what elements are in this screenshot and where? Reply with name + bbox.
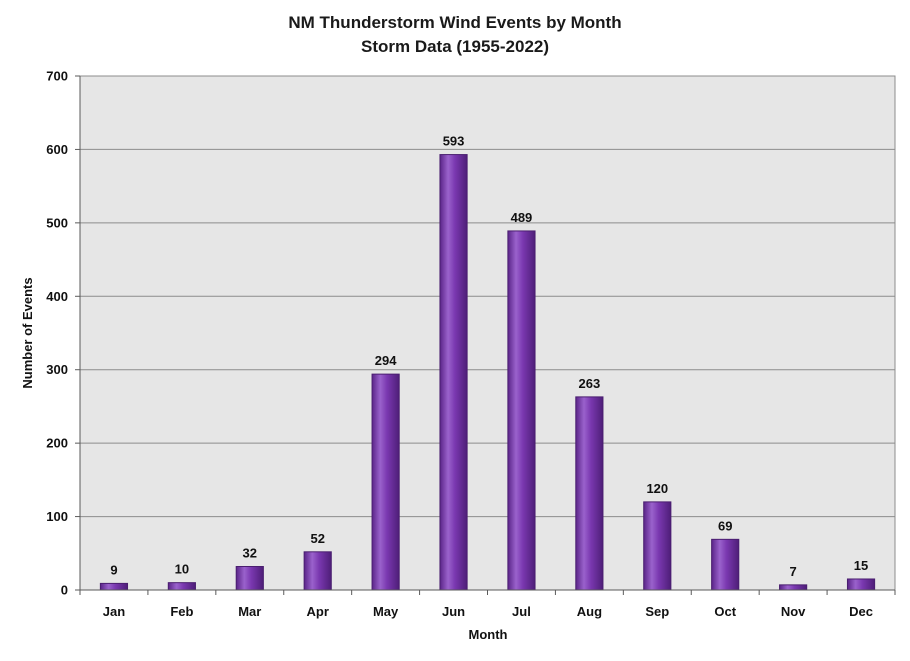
- plot-area: [79, 75, 896, 591]
- data-label: 120: [646, 481, 668, 496]
- x-tick-label: Oct: [714, 604, 736, 619]
- x-tick-label: May: [373, 604, 399, 619]
- bar-sep: [643, 501, 672, 591]
- x-axis-ticks: Jan Feb Mar Apr May Jun Jul Aug Sep Oct Nov Dec: [79, 590, 896, 619]
- data-label: 7: [790, 564, 797, 579]
- y-tick-label: 600: [46, 142, 68, 157]
- bar-may: [371, 373, 400, 591]
- data-label: 489: [511, 210, 533, 225]
- chart-subtitle: Storm Data (1955-2022): [361, 37, 549, 56]
- x-tick-label: Jan: [103, 604, 125, 619]
- y-tick-label: 200: [46, 436, 68, 451]
- x-tick-label: Mar: [238, 604, 261, 619]
- bar-apr: [303, 551, 332, 591]
- bar-dec: [846, 578, 876, 591]
- data-label: 9: [110, 562, 117, 577]
- y-axis-ticks: 0 100 200 300 400 500 600 700: [46, 69, 80, 598]
- y-tick-label: 0: [61, 583, 68, 598]
- bar-nov: [779, 584, 808, 591]
- y-tick-label: 100: [46, 509, 68, 524]
- bar-aug: [575, 396, 604, 591]
- bar-jul: [507, 230, 536, 591]
- y-tick-label: 500: [46, 215, 68, 230]
- data-labels: 9 10 32 52 294 593 489 263 120 69 7 15: [110, 134, 868, 579]
- y-tick-label: 300: [46, 362, 68, 377]
- bar-feb: [167, 582, 196, 591]
- data-label: 32: [243, 546, 257, 561]
- bar-jun: [439, 154, 468, 591]
- data-label: 294: [375, 353, 397, 368]
- bar-mar: [235, 566, 264, 591]
- x-tick-label: Dec: [849, 604, 873, 619]
- bars: [99, 154, 876, 591]
- x-tick-label: Feb: [170, 604, 193, 619]
- bar-oct: [711, 538, 740, 591]
- x-axis-label: Month: [469, 627, 508, 642]
- data-label: 15: [854, 558, 868, 573]
- data-label: 263: [579, 376, 601, 391]
- x-tick-label: Jun: [442, 604, 465, 619]
- y-tick-label: 700: [46, 69, 68, 84]
- x-tick-label: Nov: [781, 604, 806, 619]
- data-label: 69: [718, 518, 732, 533]
- data-label: 10: [175, 562, 189, 577]
- chart-title: NM Thunderstorm Wind Events by Month: [288, 13, 621, 32]
- x-tick-label: Sep: [645, 604, 669, 619]
- gridlines: [80, 148, 895, 518]
- x-tick-label: Apr: [307, 604, 329, 619]
- bar-jan: [99, 582, 129, 591]
- data-label: 52: [310, 531, 324, 546]
- y-tick-label: 400: [46, 289, 68, 304]
- y-axis-label: Number of Events: [20, 277, 35, 388]
- x-tick-label: Jul: [512, 604, 531, 619]
- x-tick-label: Aug: [577, 604, 602, 619]
- data-label: 593: [443, 134, 465, 149]
